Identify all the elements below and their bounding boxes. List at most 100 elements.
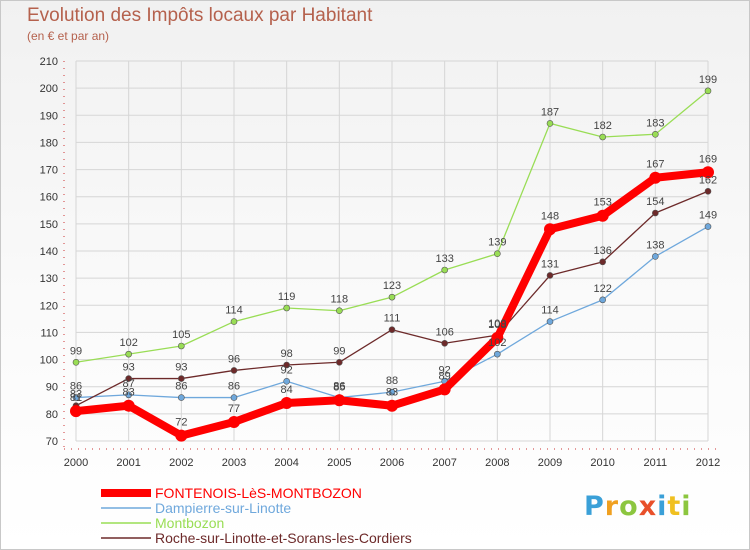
data-label: 86	[228, 381, 240, 393]
y-tick-label: 190	[40, 110, 58, 122]
data-label: 87	[123, 378, 135, 390]
data-label: 96	[228, 353, 240, 365]
data-label: 84	[281, 384, 293, 396]
data-label: 149	[699, 210, 717, 222]
logo-letter: i	[681, 491, 692, 522]
series-0-point	[702, 166, 714, 179]
series-3-point	[441, 339, 448, 347]
series-3-point	[652, 209, 659, 217]
data-label: 86	[70, 381, 82, 393]
series-3-point	[283, 361, 290, 369]
data-label: 122	[593, 283, 611, 295]
series-2-point	[704, 87, 712, 95]
data-label: 99	[70, 345, 82, 357]
chart-subtitle: (en € et par an)	[27, 29, 110, 43]
x-tick-label: 2011	[644, 457, 668, 469]
series-0-point	[386, 399, 398, 412]
y-tick-label: 130	[40, 273, 58, 285]
y-tick-label: 80	[46, 409, 58, 421]
x-tick-label: 2000	[64, 457, 88, 469]
series-2-point	[494, 250, 501, 258]
series-3-point	[599, 258, 606, 266]
x-tick-label: 2009	[538, 457, 562, 469]
y-tick-label: 160	[40, 192, 58, 204]
data-label: 81	[70, 392, 82, 404]
data-label: 182	[593, 120, 611, 132]
data-label: 92	[439, 364, 451, 376]
data-label: 77	[228, 403, 240, 415]
x-tick-label: 2003	[222, 457, 246, 469]
y-tick-label: 170	[40, 165, 58, 177]
series-2-point	[125, 350, 132, 358]
data-label: 83	[123, 387, 135, 399]
data-label: 86	[333, 381, 345, 393]
data-label: 89	[439, 370, 451, 382]
y-tick-label: 120	[40, 300, 58, 312]
data-label: 187	[541, 106, 559, 118]
series-1-point	[599, 296, 606, 304]
data-label: 99	[333, 345, 345, 357]
x-tick-label: 2001	[116, 457, 140, 469]
series-0-point	[228, 416, 240, 428]
x-tick-label: 2012	[696, 457, 720, 469]
x-tick-label: 2008	[485, 457, 509, 469]
series-0-point	[596, 209, 609, 222]
data-label: 148	[541, 210, 559, 222]
series-0-point	[122, 399, 135, 412]
data-label: 114	[225, 305, 243, 317]
logo-letter: i	[657, 491, 668, 522]
series-2-point	[283, 304, 290, 312]
x-tick-label: 2004	[274, 457, 298, 469]
data-label: 114	[541, 305, 559, 317]
series-0-point	[649, 171, 662, 184]
data-label: 85	[333, 381, 345, 393]
proxiti-logo: Proxiti	[584, 491, 692, 522]
data-label: 183	[646, 117, 664, 129]
y-tick-label: 200	[40, 83, 58, 95]
y-tick-label: 100	[40, 355, 58, 367]
logo-letter: P	[584, 491, 605, 522]
data-label: 98	[281, 348, 293, 360]
series-3-point	[546, 272, 554, 279]
y-tick-label: 210	[40, 56, 58, 68]
series-1-point	[72, 394, 80, 401]
y-tick-label: 150	[40, 219, 58, 231]
data-label: 167	[646, 159, 664, 171]
x-tick-label: 2002	[169, 457, 193, 469]
series-0-point	[175, 429, 188, 442]
data-label: 83	[386, 387, 398, 399]
series-3-point	[704, 187, 712, 195]
series-2-point	[388, 293, 396, 301]
series-2-point	[336, 307, 343, 315]
legend-label: FONTENOIS-LèS-MONTBOZON	[155, 485, 362, 501]
legend-label: Roche-sur-Linotte-et-Sorans-les-Cordiers	[155, 530, 412, 546]
logo-letter: o	[619, 491, 639, 522]
x-tick-label: 2006	[380, 457, 404, 469]
series-1-point	[704, 223, 712, 230]
logo-letter: t	[667, 491, 682, 522]
series-3-point	[125, 375, 132, 382]
axes: 7080901001101201301401501601701801902002…	[40, 56, 721, 469]
series-3-point	[388, 326, 396, 334]
y-tick-label: 90	[46, 382, 58, 394]
series-0-point	[438, 383, 451, 396]
data-label: 139	[488, 237, 506, 249]
series-2-point	[72, 358, 80, 366]
data-label: 162	[699, 174, 717, 186]
data-label: 123	[383, 280, 401, 292]
data-label: 136	[593, 245, 611, 257]
logo-letter: x	[638, 491, 658, 522]
data-label: 108	[488, 319, 506, 331]
series-2-point	[599, 133, 606, 141]
data-label: 111	[384, 313, 401, 325]
data-label: 118	[331, 294, 349, 306]
data-label: 83	[70, 389, 82, 401]
series-3-point	[230, 367, 238, 374]
series-0-point	[333, 394, 346, 407]
series-0-point	[491, 331, 504, 344]
data-label: 72	[175, 417, 187, 429]
series-layer	[70, 87, 714, 442]
series-3-point	[178, 375, 185, 382]
